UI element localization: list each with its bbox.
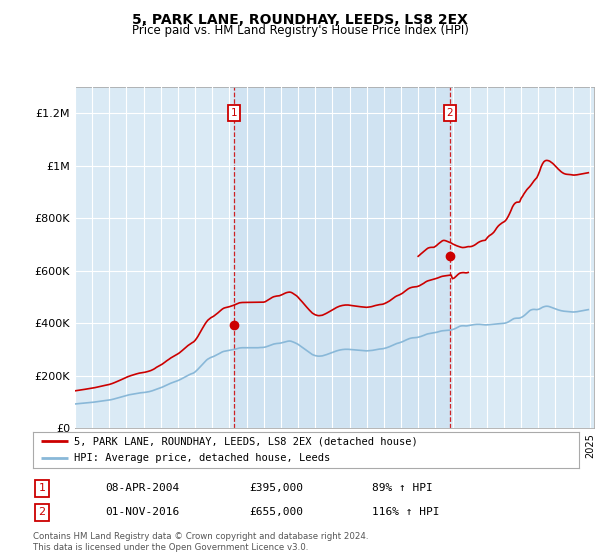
Text: 5, PARK LANE, ROUNDHAY, LEEDS, LS8 2EX (detached house): 5, PARK LANE, ROUNDHAY, LEEDS, LS8 2EX (… xyxy=(74,436,418,446)
Text: 2: 2 xyxy=(38,507,46,517)
Text: 116% ↑ HPI: 116% ↑ HPI xyxy=(372,507,439,517)
Text: £655,000: £655,000 xyxy=(249,507,303,517)
Text: 2: 2 xyxy=(446,108,453,118)
Text: Contains HM Land Registry data © Crown copyright and database right 2024.
This d: Contains HM Land Registry data © Crown c… xyxy=(33,533,368,552)
Text: 08-APR-2004: 08-APR-2004 xyxy=(105,483,179,493)
Text: 89% ↑ HPI: 89% ↑ HPI xyxy=(372,483,433,493)
Text: £395,000: £395,000 xyxy=(249,483,303,493)
Text: 01-NOV-2016: 01-NOV-2016 xyxy=(105,507,179,517)
Text: 5, PARK LANE, ROUNDHAY, LEEDS, LS8 2EX: 5, PARK LANE, ROUNDHAY, LEEDS, LS8 2EX xyxy=(132,13,468,27)
Text: 1: 1 xyxy=(230,108,237,118)
Text: HPI: Average price, detached house, Leeds: HPI: Average price, detached house, Leed… xyxy=(74,452,330,463)
Text: 1: 1 xyxy=(38,483,46,493)
Bar xyxy=(233,87,449,428)
Text: Price paid vs. HM Land Registry's House Price Index (HPI): Price paid vs. HM Land Registry's House … xyxy=(131,24,469,38)
